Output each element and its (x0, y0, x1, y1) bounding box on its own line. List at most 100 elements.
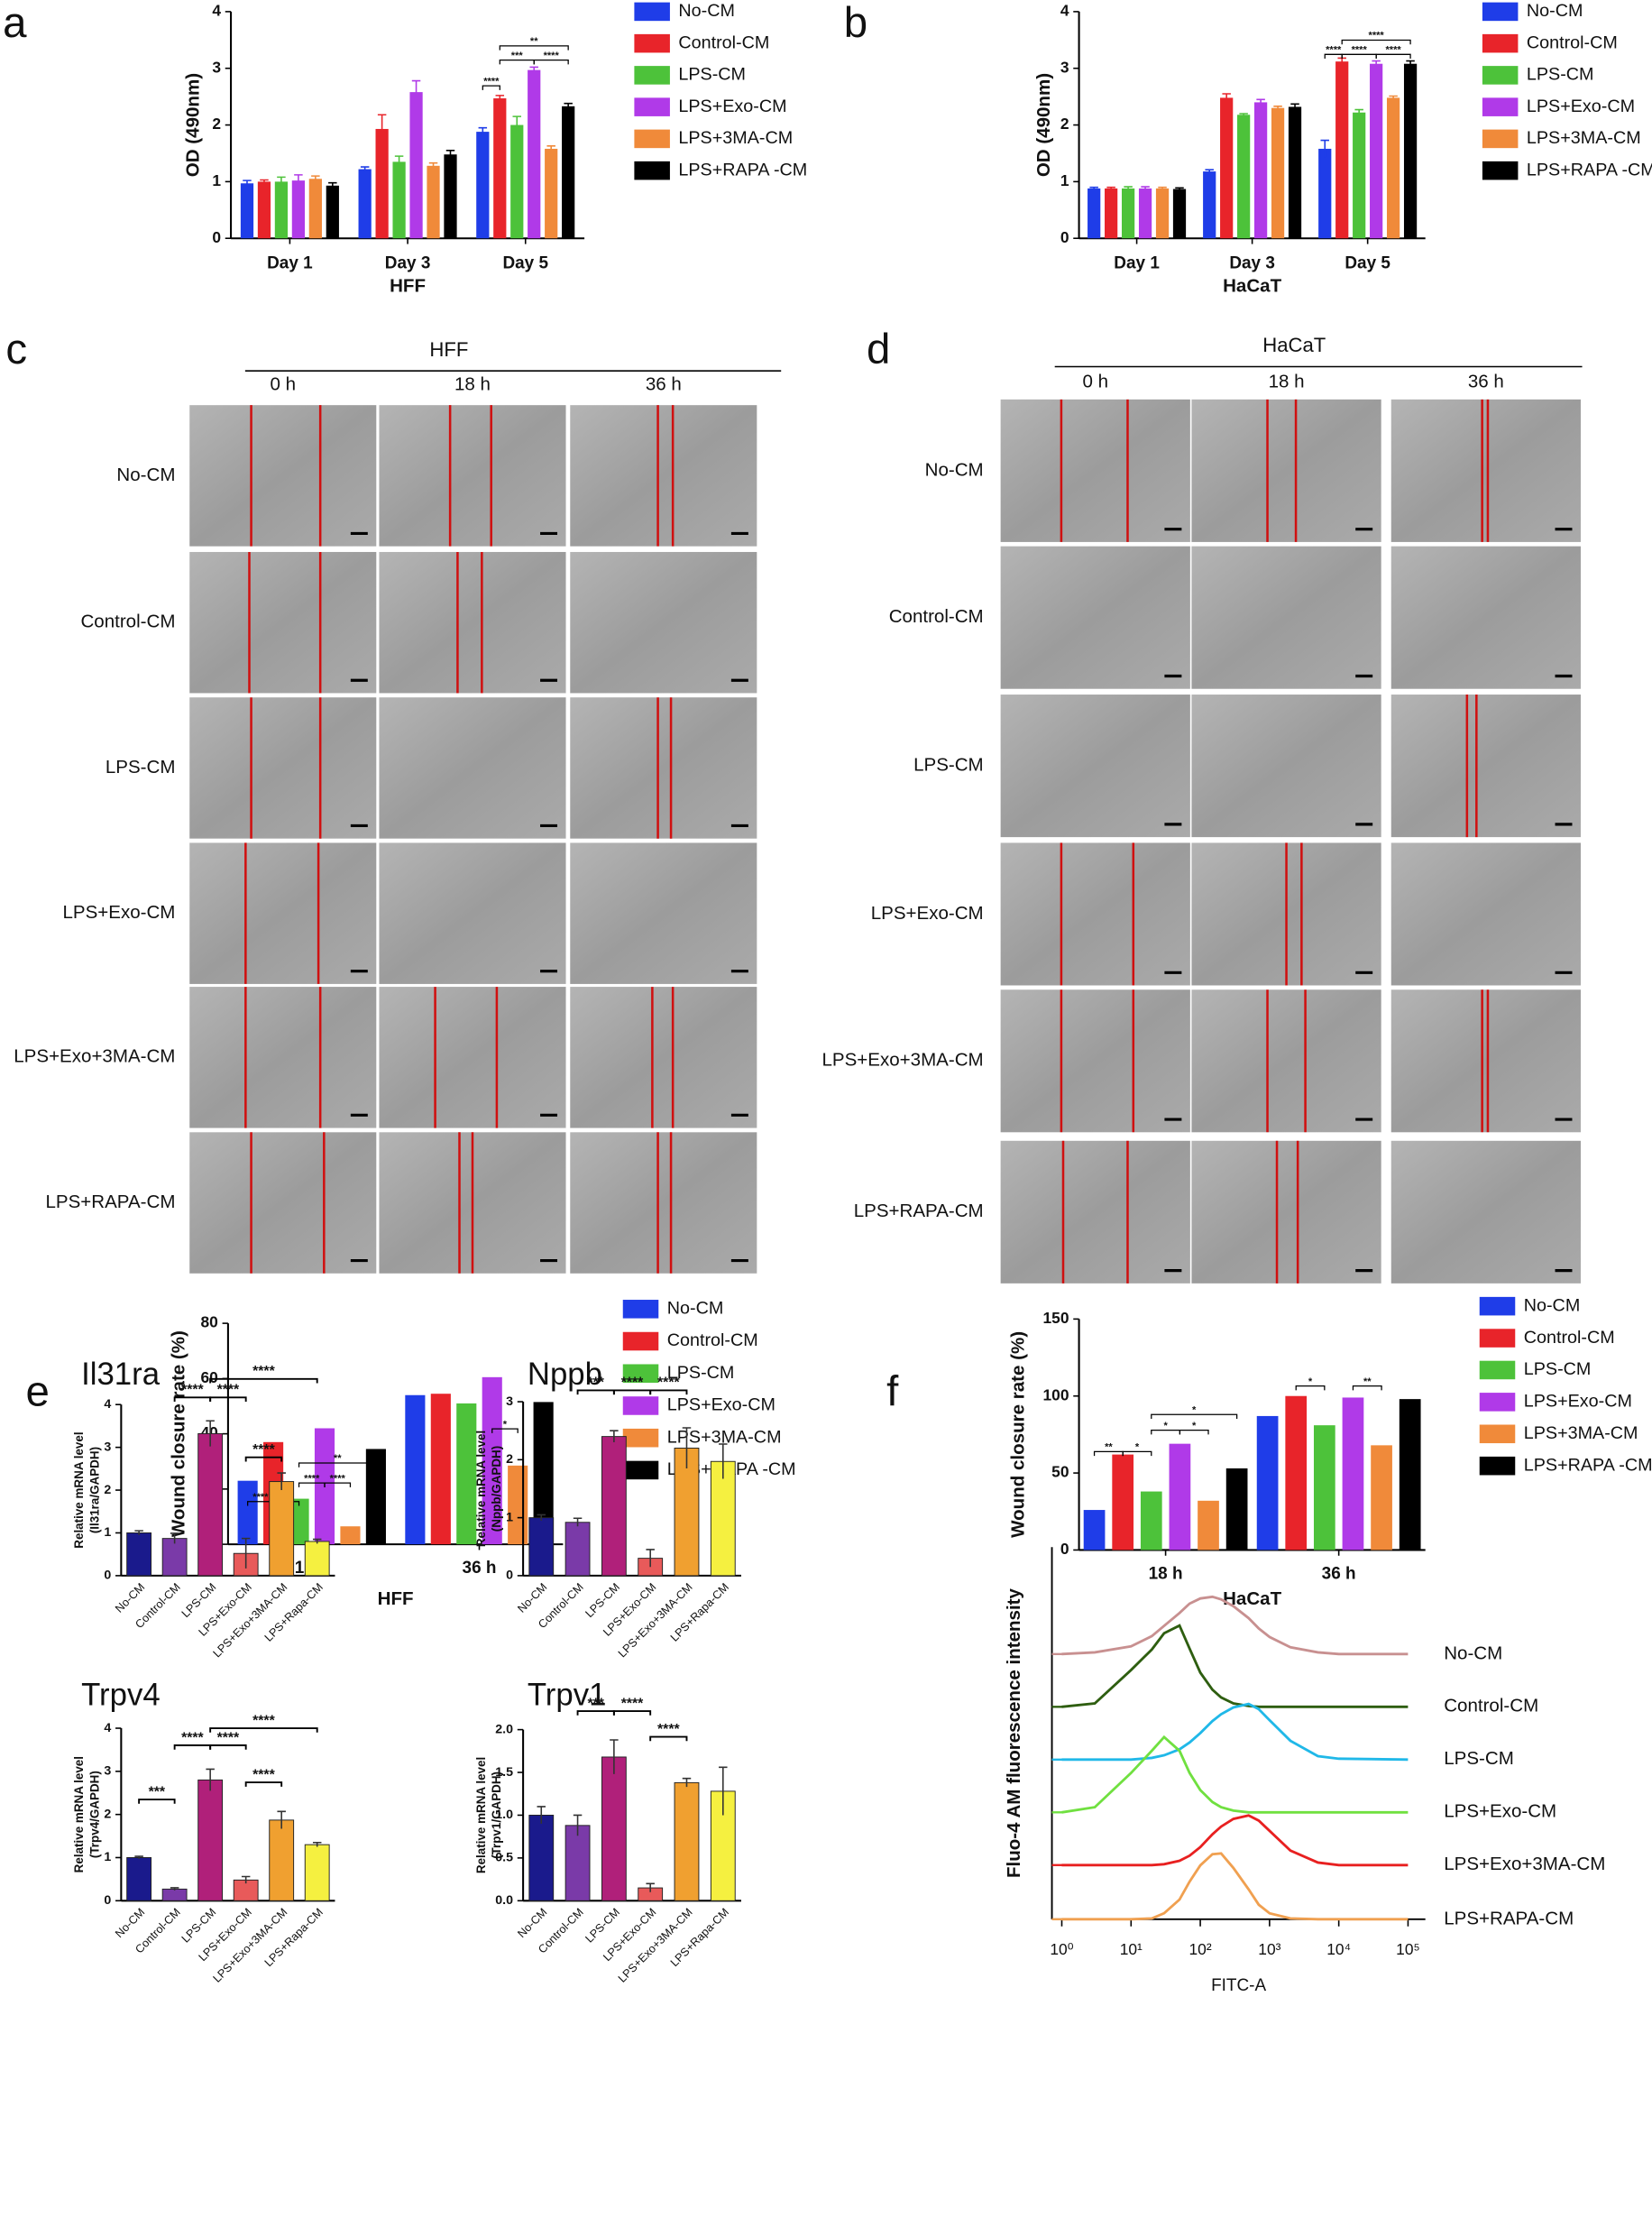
bar (1342, 1397, 1364, 1550)
y-tick-label: 1 (104, 1525, 111, 1540)
y-tick-label: 150 (1043, 1309, 1069, 1327)
bar (1138, 188, 1152, 239)
bar (392, 161, 406, 239)
bar (1371, 1445, 1392, 1550)
significance-bracket (612, 1710, 652, 1716)
error-bar (328, 181, 337, 189)
bar (375, 128, 389, 239)
x-tick-label: 10⁰ (1050, 1940, 1073, 1958)
significance-label: **** (657, 1722, 680, 1737)
legend-label: LPS-CM (1444, 1748, 1514, 1769)
bar (1088, 188, 1101, 239)
bar (510, 124, 524, 239)
legend-label: Control-CM (1527, 32, 1618, 52)
y-axis-label: Wound closure rate (%) (169, 1330, 189, 1537)
error-bar (277, 1810, 286, 1829)
micrograph (1390, 1140, 1581, 1284)
error-bar (646, 1882, 655, 1892)
legend-label: LPS-CM (1527, 65, 1594, 85)
bar (533, 1402, 554, 1545)
legend-swatch (622, 1428, 659, 1448)
column-label: 18 h (1269, 371, 1305, 391)
bar (1203, 171, 1216, 239)
error-bar (682, 1777, 692, 1788)
error-bar (1141, 186, 1150, 190)
error-bar (537, 1514, 546, 1521)
significance-bracket (209, 1727, 318, 1733)
y-tick-label: 0.0 (495, 1893, 513, 1908)
error-bar (1239, 113, 1248, 116)
legend-swatch (1479, 1424, 1516, 1444)
y-tick-label: 1.0 (495, 1808, 513, 1822)
significance-label: **** (621, 1696, 644, 1711)
micrograph (1000, 399, 1190, 542)
row-label: LPS+RAPA-CM (854, 1201, 984, 1221)
micrograph (1000, 695, 1190, 838)
legend-swatch (622, 1396, 659, 1415)
bar (240, 183, 254, 239)
micrograph (570, 697, 757, 839)
chart-title: Nppb (528, 1357, 602, 1392)
legend-swatch (1482, 33, 1519, 53)
bar (1313, 1425, 1335, 1550)
grid-title: HFF (429, 338, 468, 361)
bar (269, 1481, 295, 1577)
significance-label: ** (1363, 1376, 1372, 1387)
histogram-line (1061, 1814, 1409, 1867)
error-bar (1124, 186, 1133, 190)
bar (1220, 97, 1234, 239)
bar (304, 1844, 330, 1901)
bar (1105, 188, 1118, 239)
x-tick-label: 10¹ (1120, 1940, 1143, 1958)
legend-label: LPS+Exo-CM (667, 1395, 776, 1415)
chart-title: Trpv4 (81, 1678, 161, 1712)
micrograph (189, 987, 377, 1128)
x-axis-label: HFF (390, 275, 426, 296)
bar (1288, 106, 1302, 239)
x-tick-label: 10³ (1258, 1940, 1280, 1958)
y-tick-label: 0 (1060, 1540, 1069, 1558)
micrograph (1390, 695, 1581, 838)
significance-label: *** (587, 1376, 604, 1391)
bar (1253, 102, 1268, 239)
error-bar (529, 66, 538, 73)
y-tick-label: 2 (104, 1807, 111, 1821)
y-axis-label: OD (490nm) (182, 73, 203, 177)
x-tick-label: 10⁵ (1396, 1940, 1420, 1958)
significance-label: **** (544, 51, 560, 61)
y-axis-label: Relative mRNA level (474, 1431, 488, 1547)
error-bar (1175, 187, 1184, 190)
error-bar (573, 1814, 583, 1836)
significance-bracket (209, 1744, 247, 1750)
y-tick-label: 0 (104, 1569, 111, 1583)
legend-label: LPS+Exo+3MA-CM (1444, 1854, 1605, 1874)
chart-title: Trpv1 (528, 1678, 607, 1712)
significance-label: **** (181, 1730, 204, 1745)
significance-label: ** (530, 36, 538, 47)
error-bar (1354, 108, 1363, 115)
bar (1386, 97, 1400, 239)
legend-label: LPS+Exo-CM (1524, 1392, 1632, 1412)
error-bar (134, 1855, 143, 1859)
bar (304, 1541, 330, 1577)
significance-bracket (649, 1735, 688, 1742)
y-axis-label: (Nppb/GAPDH) (490, 1446, 503, 1532)
x-tick-label: 18 h (1149, 1564, 1183, 1583)
legend-swatch (1482, 129, 1519, 149)
legend-label: No-CM (667, 1299, 724, 1319)
bar (340, 1526, 361, 1545)
significance-bracket (209, 1396, 247, 1403)
legend-swatch (1479, 1360, 1516, 1380)
bar (257, 181, 271, 239)
y-tick-label: 50 (1051, 1463, 1069, 1481)
significance-label: **** (252, 1442, 275, 1458)
column-label: 36 h (1468, 371, 1504, 391)
bar (1335, 61, 1349, 239)
micrograph (570, 987, 757, 1128)
bar (444, 154, 457, 239)
significance-bracket (244, 1781, 283, 1787)
legend-swatch (1479, 1296, 1516, 1316)
error-bar (241, 1537, 251, 1569)
bar (365, 1449, 386, 1545)
